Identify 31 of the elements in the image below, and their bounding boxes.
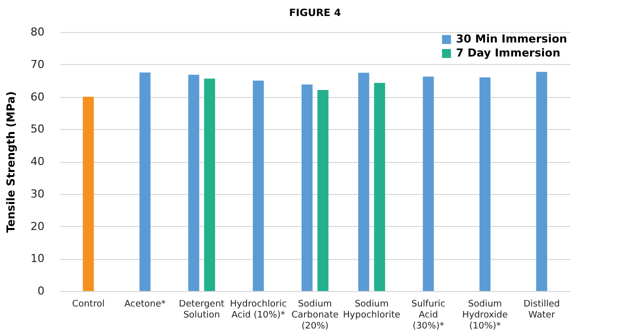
x-tick-label: Control [72,300,105,310]
y-tick-label: 10 [30,252,44,266]
bar [317,90,328,291]
y-tick-label: 30 [30,187,44,200]
bar [140,72,150,291]
x-tick-label: Detergent Solution [178,300,225,320]
x-tick-label: Sodium Hypochlorite [343,300,401,320]
y-tick-label: 0 [38,284,44,298]
y-tick-label: 50 [30,122,44,136]
x-tick-label: Sodium Carbonate (20%) [291,300,339,332]
y-tick-label: 20 [30,220,44,233]
x-tick-label: Hydrochloric Acid (10%)* [230,300,287,320]
x-tick-label: Sodium Hydroxide (10%)* [462,300,508,332]
bar [422,76,434,291]
x-tick-label: Acetone* [124,300,166,310]
bar [536,72,548,291]
y-tick-label: 60 [30,90,44,104]
bar [204,78,216,291]
bar [480,77,490,291]
bar [252,80,264,291]
y-tick-label: 70 [30,58,44,71]
y-tick-label: 80 [30,26,44,38]
bar [374,82,386,291]
bar [82,96,94,291]
chart-title: FIGURE 4 [289,8,341,19]
x-tick-label: Distilled Water [523,300,560,320]
x-tick-label: Sulfuric Acid (30%)* [411,300,446,332]
y-tick-label: 40 [30,155,44,168]
y-axis-title: Tensile Strength (MPa) [4,91,18,233]
legend-label: 30 Min Immersion [456,32,568,46]
legend-label: 7 Day Immersion [456,46,560,60]
